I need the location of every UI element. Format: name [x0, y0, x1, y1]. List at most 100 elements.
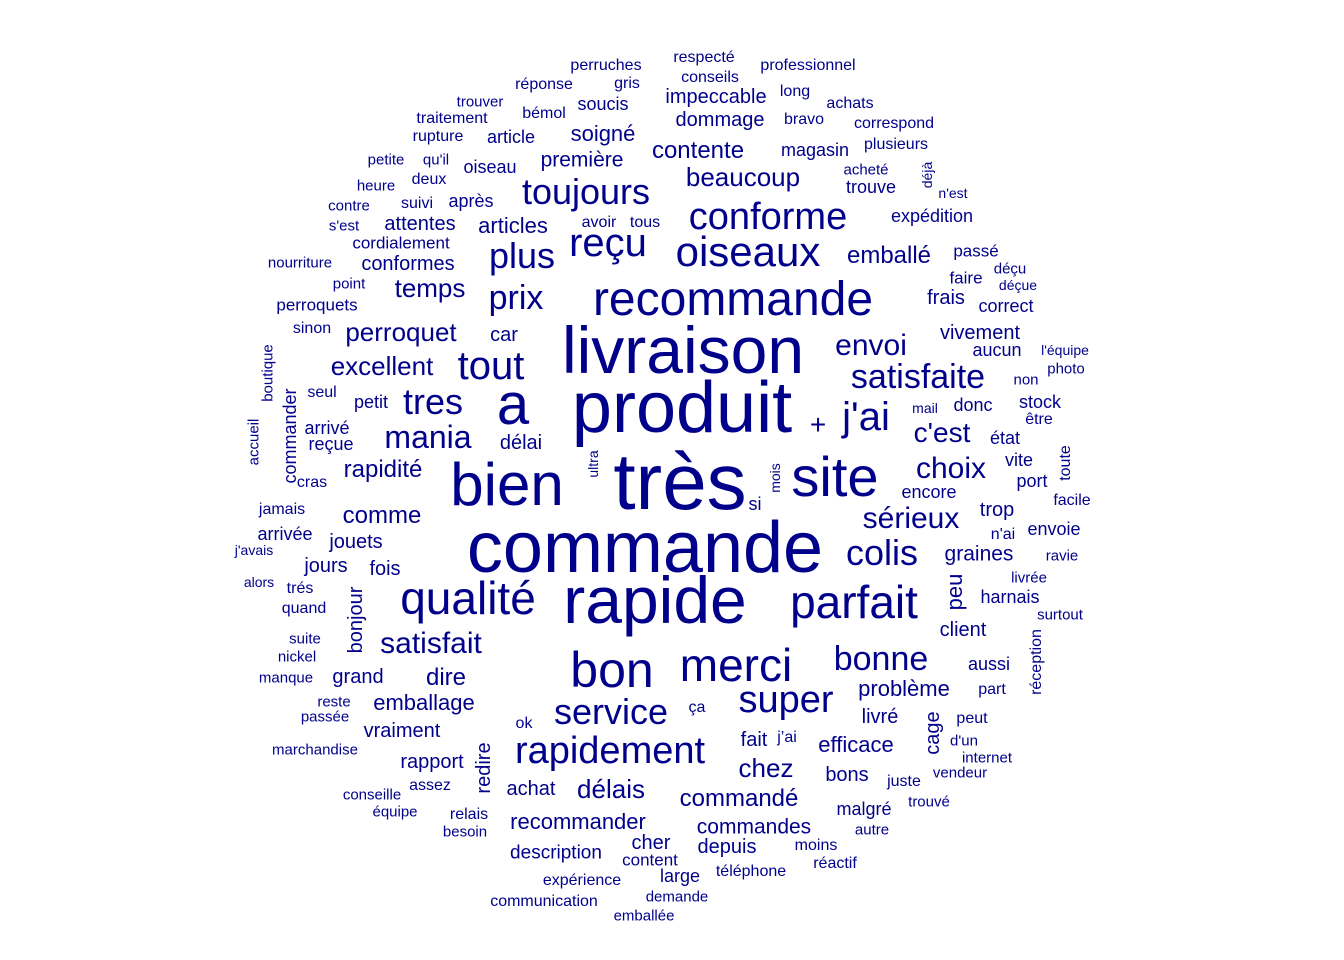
cloud-word: livré	[861, 706, 899, 728]
cloud-word: deux	[411, 171, 447, 188]
cloud-word: photo	[1047, 360, 1085, 378]
cloud-word: moins	[794, 837, 838, 854]
cloud-word: reçue	[308, 434, 354, 454]
cloud-word: reste	[317, 693, 351, 711]
cloud-word: commande	[466, 508, 824, 588]
cloud-word: bravo	[783, 111, 825, 128]
cloud-word: professionnel	[760, 57, 856, 74]
cloud-word: acheté	[843, 161, 889, 179]
cloud-word: peu	[942, 573, 967, 611]
cloud-word: mois	[767, 463, 783, 493]
cloud-word: n'ai	[990, 526, 1016, 543]
cloud-word: équipe	[372, 803, 418, 821]
cloud-word: expédition	[890, 206, 974, 226]
cloud-word: recommander	[510, 809, 646, 834]
cloud-word: communication	[490, 893, 598, 910]
cloud-word: commandé	[679, 785, 799, 812]
cloud-word: magasin	[780, 140, 850, 160]
cloud-word: livrée	[1011, 569, 1047, 587]
cloud-word: perruches	[570, 57, 642, 74]
cloud-word: encore	[901, 482, 957, 502]
cloud-word: délai	[499, 432, 543, 454]
cloud-word: réponse	[515, 76, 573, 93]
cloud-word: chez	[738, 753, 794, 783]
cloud-word: accueil	[245, 418, 263, 466]
cloud-word: aucun	[972, 340, 1022, 360]
cloud-word: perroquets	[276, 295, 358, 315]
cloud-word: achats	[826, 95, 874, 112]
cloud-word: commander	[280, 388, 300, 484]
cloud-word: internet	[961, 749, 1013, 767]
cloud-word: grand	[332, 666, 384, 688]
cloud-word: bémol	[522, 105, 566, 122]
cloud-word: conforme	[688, 196, 848, 238]
cloud-word: graines	[944, 542, 1014, 566]
cloud-word: commandes	[696, 815, 812, 839]
cloud-word: manque	[258, 669, 314, 687]
cloud-word: expérience	[542, 872, 622, 889]
cloud-word: bonne	[833, 640, 929, 678]
cloud-word: car	[490, 324, 518, 346]
cloud-word: +	[809, 409, 827, 440]
cloud-word: réactif	[813, 855, 857, 872]
cloud-word: arrivée	[257, 524, 313, 544]
cloud-word: cordialement	[352, 233, 450, 253]
cloud-word: j'avais	[234, 542, 274, 558]
cloud-word: conformes	[361, 253, 455, 275]
cloud-word: fait	[740, 729, 768, 751]
cloud-word: être	[1025, 411, 1053, 428]
cloud-word: cher	[631, 832, 671, 854]
cloud-word: a	[496, 372, 530, 437]
cloud-word: emballée	[613, 907, 675, 925]
cloud-word: plus	[488, 235, 556, 276]
cloud-word: rapidement	[514, 730, 706, 772]
cloud-word: trés	[286, 580, 314, 597]
cloud-word: n'est	[938, 185, 968, 201]
cloud-word: marchandise	[272, 741, 358, 759]
cloud-word: bonjour	[345, 586, 367, 654]
cloud-word: déçue	[998, 277, 1038, 293]
cloud-word: boutique	[259, 344, 277, 402]
cloud-word: excellent	[330, 351, 434, 381]
cloud-word: soigné	[570, 121, 636, 146]
cloud-word: besoin	[442, 823, 488, 841]
cloud-word: vendeur	[932, 764, 988, 782]
cloud-word: nourriture	[267, 254, 333, 272]
cloud-word: petit	[353, 392, 389, 412]
cloud-word: temps	[394, 273, 466, 303]
cloud-word: surtout	[1037, 606, 1083, 624]
cloud-word: problème	[858, 676, 950, 701]
cloud-word: très	[613, 437, 747, 526]
cloud-word: passée	[300, 708, 350, 726]
cloud-word: respecté	[673, 49, 735, 66]
cloud-word: trop	[979, 499, 1015, 521]
cloud-word: ultra	[585, 450, 601, 478]
cloud-word: rupture	[412, 128, 464, 145]
cloud-word: impeccable	[665, 86, 767, 108]
cloud-word: conseille	[342, 786, 402, 804]
cloud-word: cras	[296, 474, 328, 491]
cloud-word: correspond	[853, 115, 935, 132]
cloud-word: trouvé	[908, 793, 950, 811]
cloud-word: tout	[457, 344, 525, 388]
cloud-word: passé	[953, 241, 999, 261]
cloud-word: vraiment	[363, 720, 441, 742]
cloud-word: seul	[307, 384, 337, 401]
cloud-word: bon	[570, 642, 654, 698]
cloud-word: traitement	[416, 110, 488, 127]
cloud-word: rapidité	[343, 456, 423, 483]
cloud-word: suite	[289, 630, 321, 648]
cloud-word: satisfait	[380, 627, 482, 660]
cloud-word: sérieux	[862, 502, 960, 535]
cloud-word: envoi	[835, 329, 907, 362]
cloud-word: heure	[356, 177, 396, 195]
cloud-word: fois	[369, 558, 401, 580]
cloud-word: gris	[614, 75, 640, 92]
cloud-word: satisfaite	[850, 358, 986, 396]
cloud-word: toute	[1057, 445, 1074, 481]
cloud-word: d'un	[950, 732, 978, 750]
cloud-word: site	[791, 445, 879, 508]
cloud-word: oiseaux	[675, 228, 821, 275]
cloud-word: déjà	[919, 161, 935, 189]
cloud-word: rapide	[563, 563, 747, 637]
